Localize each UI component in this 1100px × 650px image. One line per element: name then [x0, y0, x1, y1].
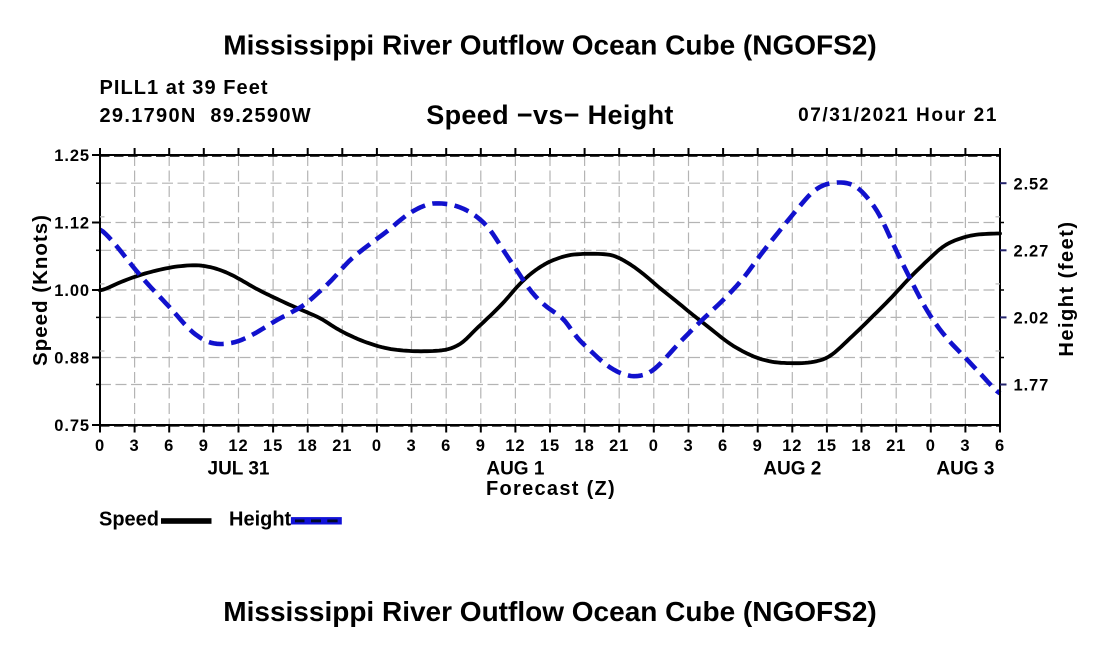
svg-text:Speed −vs− Height: Speed −vs− Height — [426, 100, 674, 130]
svg-text:0: 0 — [95, 437, 105, 455]
svg-text:9: 9 — [199, 437, 209, 455]
svg-text:15: 15 — [817, 437, 837, 455]
svg-text:Forecast (Z): Forecast (Z) — [486, 478, 616, 500]
svg-text:Mississippi River Outflow Ocea: Mississippi River Outflow Ocean Cube (NG… — [223, 596, 876, 627]
svg-text:JUL 31: JUL 31 — [208, 459, 270, 480]
svg-text:21: 21 — [332, 437, 352, 455]
svg-text:21: 21 — [886, 437, 906, 455]
svg-text:0: 0 — [926, 437, 936, 455]
svg-text:29.1790N 89.2590W: 29.1790N 89.2590W — [100, 105, 312, 127]
svg-text:1.00: 1.00 — [54, 282, 90, 300]
svg-text:2.27: 2.27 — [1014, 243, 1050, 261]
svg-text:3: 3 — [683, 437, 693, 455]
svg-text:18: 18 — [298, 437, 318, 455]
svg-text:Speed (Knots): Speed (Knots) — [29, 214, 52, 366]
svg-text:0.75: 0.75 — [54, 417, 90, 435]
svg-text:15: 15 — [540, 437, 560, 455]
svg-text:0.88: 0.88 — [54, 350, 90, 368]
svg-text:2.02: 2.02 — [1014, 310, 1050, 328]
svg-text:Mississippi River Outflow Ocea: Mississippi River Outflow Ocean Cube (NG… — [223, 30, 876, 61]
svg-text:AUG 3: AUG 3 — [936, 459, 994, 480]
svg-text:Height: Height — [229, 508, 292, 530]
svg-text:12: 12 — [782, 437, 802, 455]
svg-text:18: 18 — [575, 437, 595, 455]
svg-text:15: 15 — [263, 437, 283, 455]
svg-text:9: 9 — [476, 437, 486, 455]
svg-text:3: 3 — [130, 437, 140, 455]
svg-text:3: 3 — [406, 437, 416, 455]
svg-text:18: 18 — [851, 437, 871, 455]
svg-text:6: 6 — [441, 437, 451, 455]
svg-text:Height (feet): Height (feet) — [1056, 220, 1078, 356]
svg-text:Speed: Speed — [99, 508, 159, 530]
svg-text:PILL1 at 39 Feet: PILL1 at 39 Feet — [100, 77, 269, 99]
svg-text:6: 6 — [718, 437, 728, 455]
svg-text:1.12: 1.12 — [54, 215, 90, 233]
svg-text:0: 0 — [649, 437, 659, 455]
svg-text:12: 12 — [505, 437, 525, 455]
svg-text:AUG 1: AUG 1 — [486, 459, 545, 480]
svg-text:0: 0 — [372, 437, 382, 455]
svg-text:3: 3 — [960, 437, 970, 455]
svg-text:1.25: 1.25 — [54, 147, 90, 165]
svg-text:12: 12 — [228, 437, 248, 455]
svg-text:AUG 2: AUG 2 — [763, 459, 821, 480]
svg-text:1.77: 1.77 — [1014, 377, 1050, 395]
svg-text:6: 6 — [995, 437, 1005, 455]
svg-text:07/31/2021 Hour 21: 07/31/2021 Hour 21 — [798, 105, 998, 126]
svg-text:2.52: 2.52 — [1014, 175, 1050, 193]
svg-text:6: 6 — [164, 437, 174, 455]
svg-text:9: 9 — [753, 437, 763, 455]
svg-text:21: 21 — [609, 437, 629, 455]
